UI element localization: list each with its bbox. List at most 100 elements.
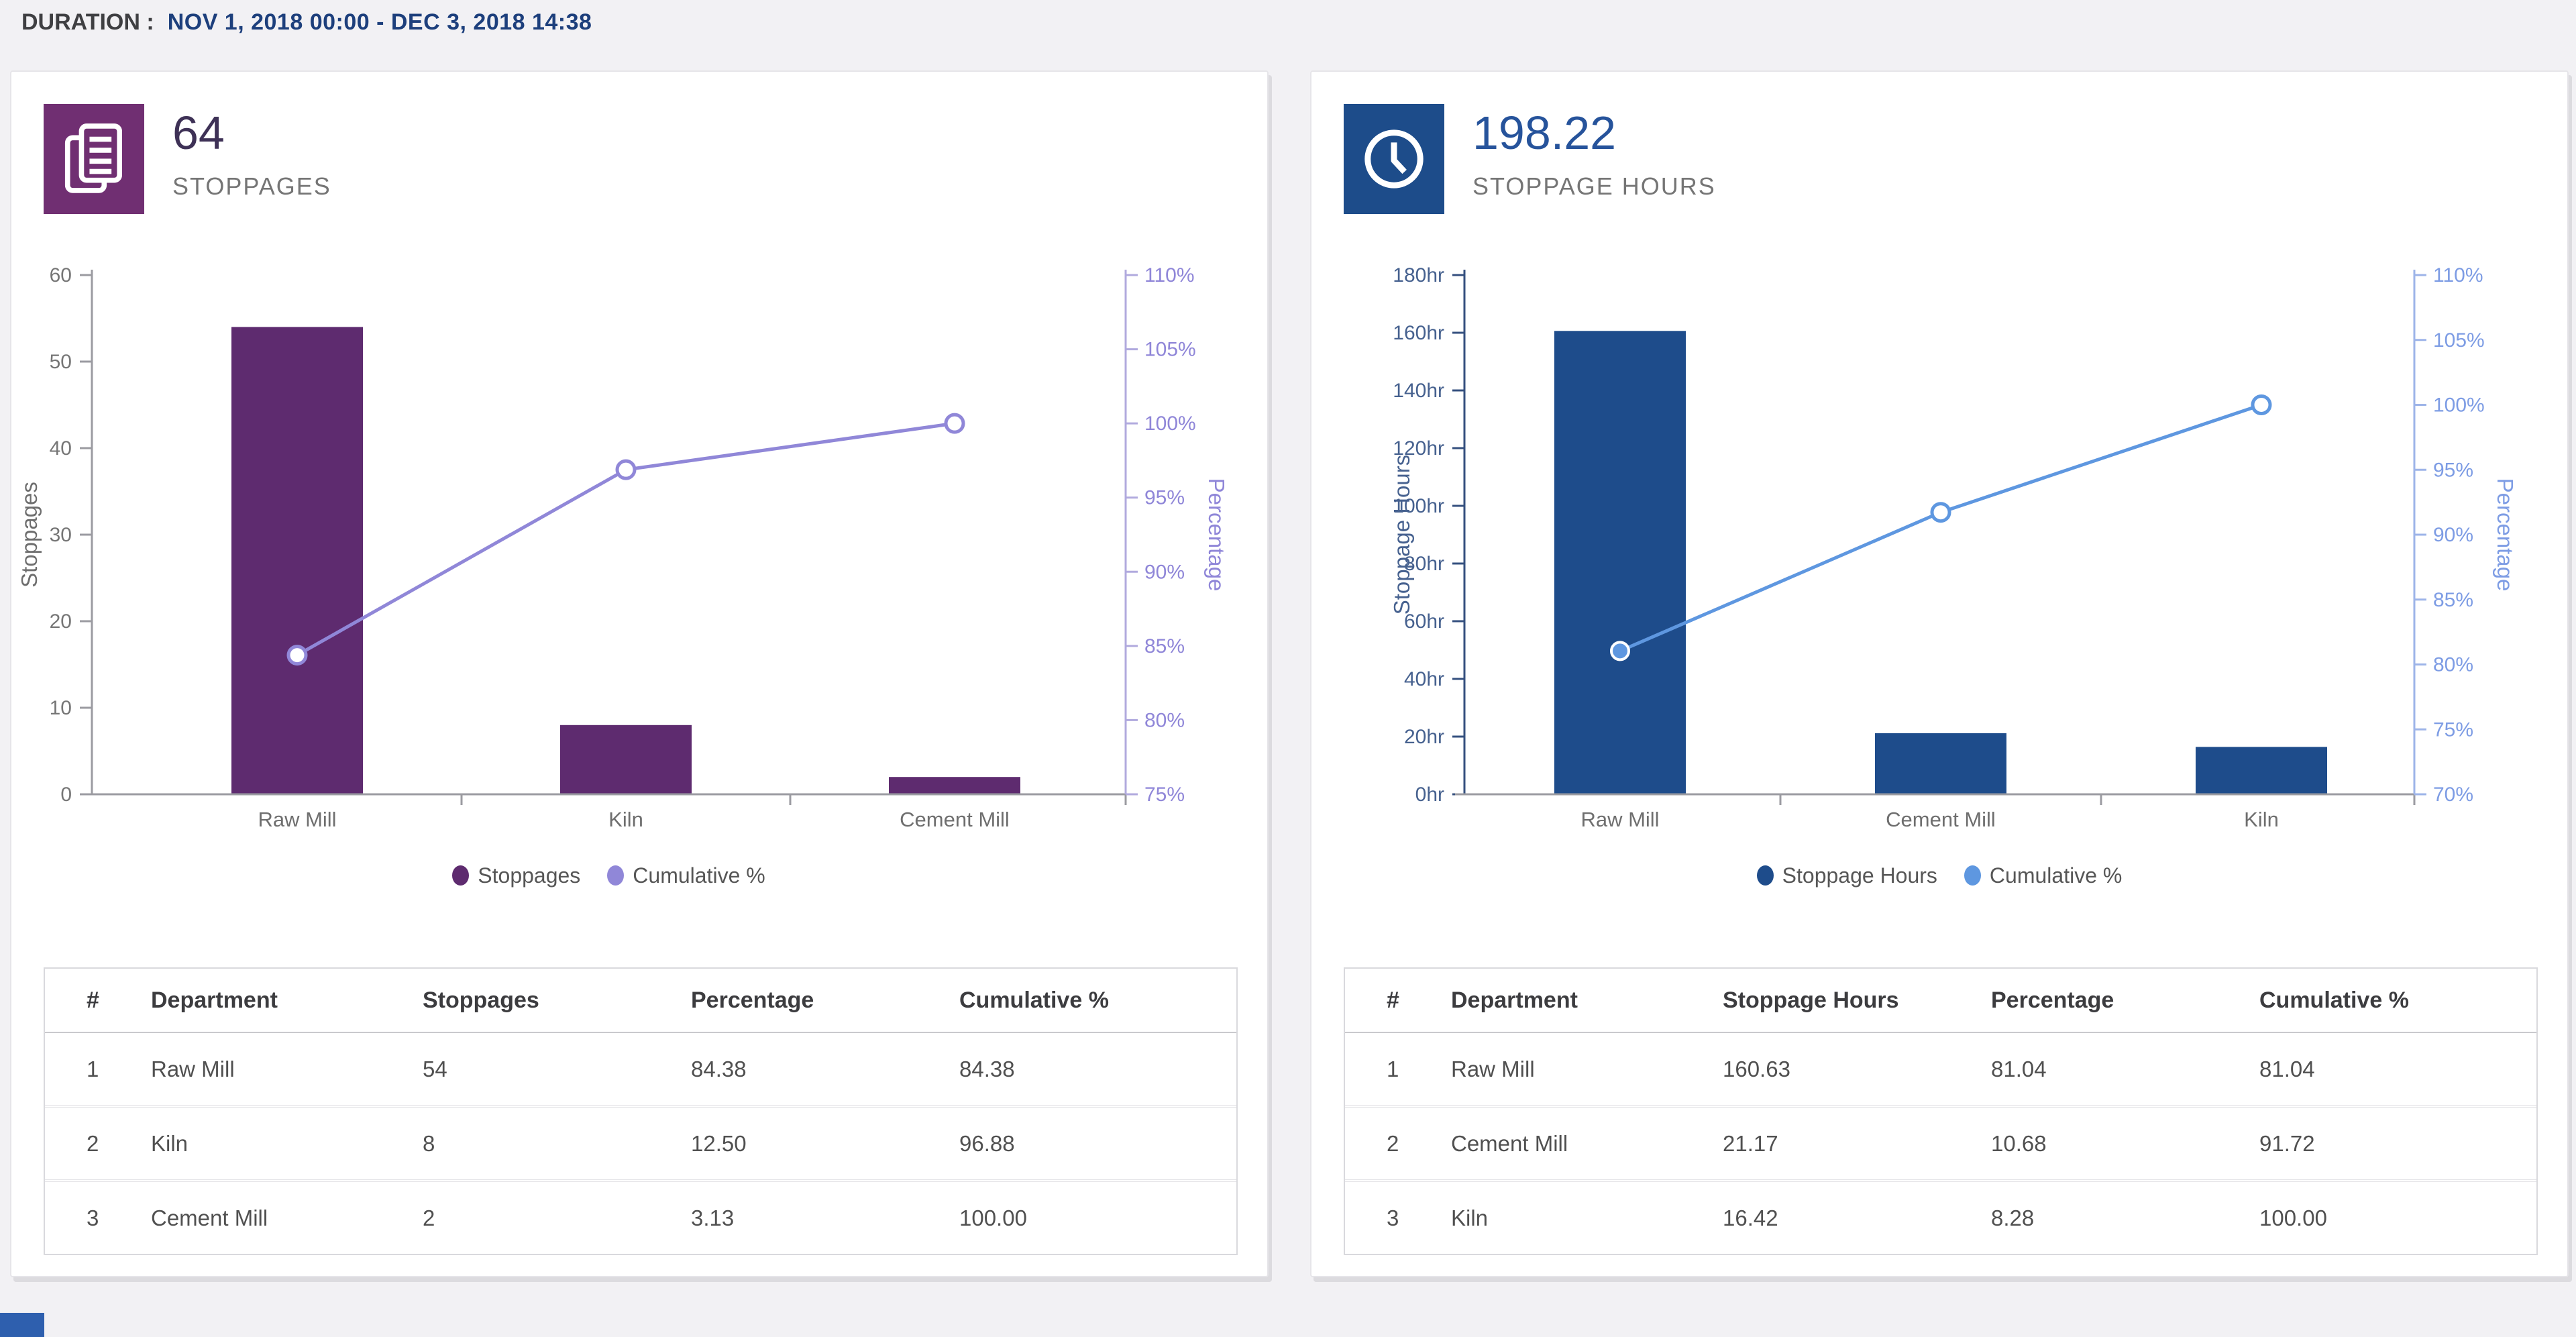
table-cell: 2 bbox=[423, 1205, 435, 1230]
table-cell: 96.88 bbox=[959, 1130, 1015, 1156]
data-point[interactable] bbox=[615, 459, 637, 480]
table-cell: 100.00 bbox=[959, 1205, 1027, 1230]
legend-item[interactable]: Stoppages bbox=[452, 863, 580, 888]
value-axis: 0hr 20hr 40hr 60hr 80hr 100hr 120hr 140hr 160hr 1… bbox=[1389, 264, 2518, 831]
bar-series[interactable] bbox=[1554, 331, 2327, 794]
column-header: Department bbox=[1451, 987, 1578, 1013]
svg-text:Percentage: Percentage bbox=[1204, 478, 1229, 592]
table-header-row: # Department Stoppages Percentage Cumulative… bbox=[45, 969, 1236, 1032]
column-header: Stoppages bbox=[423, 987, 539, 1013]
svg-text:0: 0 bbox=[60, 784, 72, 806]
svg-text:110%: 110% bbox=[1144, 264, 1195, 286]
svg-text:20hr: 20hr bbox=[1404, 726, 1444, 748]
svg-text:110%: 110% bbox=[2433, 264, 2483, 286]
data-point[interactable] bbox=[1610, 641, 1630, 661]
table-cell: 12.50 bbox=[691, 1130, 747, 1156]
svg-text:60: 60 bbox=[50, 264, 72, 286]
data-point[interactable] bbox=[286, 645, 308, 666]
svg-text:90%: 90% bbox=[1144, 561, 1185, 583]
stoppages-chart-legend: Stoppages Cumulative % bbox=[92, 855, 1126, 896]
stoppage-hours-metric: 198.22 STOPPAGE HOURS bbox=[1472, 104, 1716, 214]
svg-text:105%: 105% bbox=[1144, 339, 1196, 361]
column-header: Percentage bbox=[691, 987, 814, 1013]
stoppage-hours-card: 0hr 20hr 40hr 60hr 80hr 100hr 120hr 140hr 160hr 1… bbox=[1310, 70, 2569, 1277]
svg-text:Cement Mill: Cement Mill bbox=[1886, 808, 1996, 831]
legend-dot bbox=[607, 865, 625, 886]
svg-text:85%: 85% bbox=[2433, 589, 2473, 611]
svg-text:100%: 100% bbox=[2433, 394, 2485, 417]
svg-text:80hr: 80hr bbox=[1404, 553, 1444, 575]
stoppage-hours-card-header: 198.22 STOPPAGE HOURS bbox=[1344, 104, 1716, 214]
column-header: # bbox=[1387, 987, 1399, 1013]
stoppages-pareto-chart[interactable]: 0 10 20 30 40 50 60 Raw Mill Kiln Cement Mill 75% 8… bbox=[11, 72, 1267, 1276]
svg-text:120hr: 120hr bbox=[1393, 437, 1444, 460]
cumulative-line[interactable] bbox=[286, 413, 965, 666]
stoppages-count: 64 bbox=[172, 107, 225, 159]
data-point[interactable] bbox=[944, 413, 965, 434]
legend-item[interactable]: Cumulative % bbox=[607, 863, 765, 888]
legend-dot bbox=[1756, 865, 1774, 886]
svg-text:70%: 70% bbox=[2433, 784, 2473, 806]
svg-text:80%: 80% bbox=[1144, 709, 1185, 731]
table-cell: 100.00 bbox=[2259, 1205, 2327, 1230]
svg-text:40: 40 bbox=[50, 437, 72, 460]
legend-label: Stoppage Hours bbox=[1782, 863, 1937, 888]
table-cell: 91.72 bbox=[2259, 1130, 2315, 1156]
svg-text:105%: 105% bbox=[2433, 329, 2485, 352]
table-cell: Cement Mill bbox=[1451, 1130, 1568, 1156]
table-cell: Raw Mill bbox=[1451, 1056, 1535, 1081]
cumulative-line[interactable] bbox=[1610, 394, 2272, 661]
table-row: 1 Raw Mill 160.63 81.04 81.04 bbox=[1345, 1032, 2536, 1106]
legend-dot bbox=[452, 865, 470, 886]
legend-item[interactable]: Cumulative % bbox=[1964, 863, 2122, 888]
table-cell: 8.28 bbox=[1991, 1205, 2035, 1230]
stoppage-hours-metric-label: STOPPAGE HOURS bbox=[1472, 172, 1716, 200]
stoppage-hours-chart-legend: Stoppage Hours Cumulative % bbox=[1464, 855, 2414, 896]
svg-text:180hr: 180hr bbox=[1393, 264, 1444, 286]
table-row: 3 Cement Mill 2 3.13 100.00 bbox=[45, 1181, 1236, 1254]
table-cell: 8 bbox=[423, 1130, 435, 1156]
table-cell: Kiln bbox=[151, 1130, 189, 1156]
table-cell: 3.13 bbox=[691, 1205, 735, 1230]
svg-text:95%: 95% bbox=[2433, 459, 2473, 481]
table-header-row: # Department Stoppage Hours Percentage Cumul… bbox=[1345, 969, 2536, 1032]
table-cell: 84.38 bbox=[959, 1056, 1015, 1081]
svg-text:Kiln: Kiln bbox=[2244, 808, 2279, 831]
column-header: Percentage bbox=[1991, 987, 2114, 1013]
legend-item[interactable]: Stoppage Hours bbox=[1756, 863, 1937, 888]
table-cell: 84.38 bbox=[691, 1056, 747, 1081]
svg-text:60hr: 60hr bbox=[1404, 610, 1444, 633]
svg-text:75%: 75% bbox=[2433, 718, 2473, 741]
table-row: 2 Cement Mill 21.17 10.68 91.72 bbox=[1345, 1106, 2536, 1181]
column-header: # bbox=[87, 987, 99, 1013]
legend-label: Cumulative % bbox=[633, 863, 765, 888]
table-row: 1 Raw Mill 54 84.38 84.38 bbox=[45, 1032, 1236, 1106]
bar-series[interactable] bbox=[231, 327, 1020, 794]
table-cell: 81.04 bbox=[1991, 1056, 2047, 1081]
table-cell: 2 bbox=[87, 1130, 99, 1156]
duration-bar: DURATION : NOV 1, 2018 00:00 - DEC 3, 20… bbox=[21, 9, 592, 36]
stoppage-hours-pareto-chart[interactable]: 0hr 20hr 40hr 60hr 80hr 100hr 120hr 140hr 160hr 1… bbox=[1311, 72, 2567, 1276]
table-cell: 21.17 bbox=[1723, 1130, 1778, 1156]
svg-text:20: 20 bbox=[50, 610, 72, 633]
stoppages-metric: 64 STOPPAGES bbox=[172, 104, 331, 214]
legend-dot bbox=[1964, 865, 1981, 886]
data-point[interactable] bbox=[1930, 502, 1951, 523]
footer-accent[interactable] bbox=[0, 1313, 44, 1337]
svg-text:30: 30 bbox=[50, 524, 72, 546]
table-cell: 10.68 bbox=[1991, 1130, 2047, 1156]
value-axis: 0 10 20 30 40 50 60 Raw Mill Kiln Cement Mill 75% 8… bbox=[17, 264, 1229, 831]
table-cell: 1 bbox=[87, 1056, 99, 1081]
svg-text:100%: 100% bbox=[1144, 413, 1196, 435]
svg-text:Percentage: Percentage bbox=[2493, 478, 2518, 592]
table-cell: Cement Mill bbox=[151, 1205, 268, 1230]
table-cell: 3 bbox=[1387, 1205, 1399, 1230]
data-point[interactable] bbox=[2251, 394, 2272, 415]
documents-icon bbox=[44, 104, 144, 214]
svg-text:Stoppage Hours: Stoppage Hours bbox=[1389, 455, 1414, 615]
duration-label: DURATION : bbox=[21, 9, 154, 35]
svg-text:140hr: 140hr bbox=[1393, 380, 1444, 402]
legend-label: Stoppages bbox=[478, 863, 581, 888]
svg-text:160hr: 160hr bbox=[1393, 322, 1444, 344]
